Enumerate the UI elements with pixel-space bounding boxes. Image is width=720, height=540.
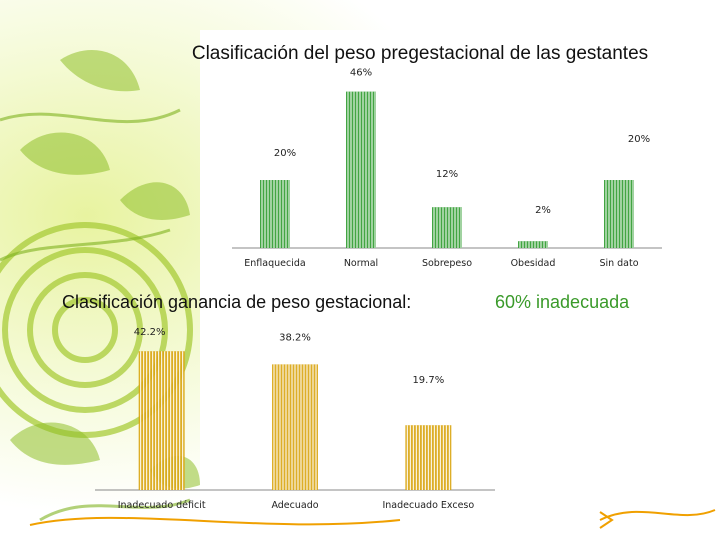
chart1-bar — [260, 180, 290, 248]
chart2-bar — [138, 351, 185, 490]
chart2-bar — [272, 364, 318, 490]
chart1-data-label: 2% — [535, 205, 551, 216]
chart1-category-label: Obesidad — [511, 258, 556, 269]
chart2-bar-stripes — [273, 364, 317, 490]
chart1-data-label: 20% — [274, 148, 296, 159]
chart2-bar-stripes — [140, 351, 184, 490]
chart1-title-text: Clasificación del peso pregestacional de… — [191, 43, 649, 64]
chart1-bar — [432, 207, 462, 248]
chart1-title: Clasificación del peso pregestacional de… — [180, 42, 660, 66]
chart2-title: Clasificación ganancia de peso gestacion… — [62, 292, 411, 313]
chart1-bar-stripes — [347, 91, 376, 248]
chart2-category-label: Inadecuado Exceso — [382, 500, 474, 511]
chart1-bar-stripes — [433, 207, 462, 248]
chart1-bar-stripes — [261, 180, 290, 248]
chart2-bar-stripes — [406, 425, 450, 490]
chart1-data-label: 12% — [436, 169, 458, 180]
chart2-title-accent-text: 60% inadecuada — [495, 292, 630, 312]
chart2-data-label: 38.2% — [279, 332, 311, 343]
chart2-category-label: Inadecuado déficit — [118, 500, 206, 511]
chart2-bar — [405, 425, 452, 490]
chart1-category-label: Normal — [344, 258, 378, 269]
chart2-title-accent: 60% inadecuada — [495, 292, 629, 313]
chart1-data-label: 46% — [350, 68, 372, 79]
chart1-category-label: Sobrepeso — [422, 258, 472, 269]
chart1-bar-fill — [518, 241, 548, 248]
chart1-bar-stripes — [519, 241, 548, 248]
chart1-bar — [518, 241, 548, 248]
chart1-data-label: 20% — [628, 134, 650, 145]
chart2-data-label: 42.2% — [134, 327, 166, 338]
chart1-category-label: Enflaquecida — [244, 258, 305, 269]
chart2-data-label: 19.7% — [412, 375, 444, 386]
chart1-category-label: Sin dato — [599, 258, 638, 269]
chart2-category-label: Adecuado — [271, 500, 318, 511]
chart1-bar-stripes — [605, 180, 634, 248]
chart1-bar — [604, 180, 634, 248]
chart2-title-text: Clasificación ganancia de peso gestacion… — [62, 292, 412, 312]
chart1-bar — [346, 91, 376, 248]
